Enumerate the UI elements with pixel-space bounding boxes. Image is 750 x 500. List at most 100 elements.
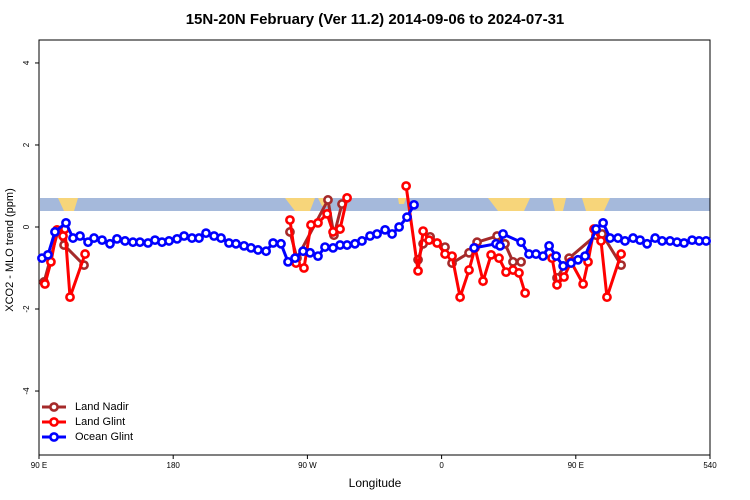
point [97,235,107,246]
point [578,279,589,289]
point [394,222,405,232]
point [89,233,99,243]
point [596,236,606,246]
y-tick-label: -2 [22,305,31,313]
legend-label: Land Glint [75,416,125,428]
point [516,256,526,267]
x-tick-label: 90 W [298,461,317,470]
point [322,208,332,219]
point [179,231,189,241]
point [538,251,548,262]
x-axis-label: Longitude [349,476,402,490]
point [40,279,50,289]
x-tick-label: 0 [439,461,444,470]
point [494,253,504,264]
point [495,240,505,251]
point [544,240,555,251]
legend-marker [49,417,59,427]
point [701,236,712,246]
point [418,226,429,236]
point [464,265,474,275]
point [520,288,531,298]
point [357,236,367,246]
point [551,251,562,262]
point [305,247,315,258]
point [50,227,60,237]
point [498,229,508,239]
point [320,242,330,252]
point [432,238,443,248]
point [657,236,668,246]
x-tick-label: 90 E [568,461,584,470]
point [620,236,630,246]
point [61,217,71,228]
plot-frame [38,39,711,456]
point [552,279,562,290]
legend-marker [49,402,59,412]
point [231,238,241,249]
point [120,236,130,246]
point [372,229,382,239]
point [342,192,352,203]
point [276,238,286,249]
y-tick-label: 2 [22,142,31,147]
point [401,181,412,191]
y-tick-label: 4 [22,60,31,65]
x-tick-label: 90 E [31,461,47,470]
point [80,249,90,259]
y-axis-label: XCO2 - MLO trend (ppm) [4,188,16,311]
point [43,249,53,260]
point [335,224,345,234]
point [455,292,465,303]
point [591,224,601,234]
point [313,251,323,262]
point [285,215,295,225]
point [642,238,652,249]
point [135,237,145,248]
y-tick-label: -4 [22,387,31,395]
point [616,249,627,259]
point [105,238,115,249]
point [514,268,524,278]
y-tick-label: 0 [22,224,31,229]
point [679,238,689,248]
point [268,238,279,248]
point [559,272,569,282]
point [283,256,293,267]
point [112,233,122,244]
point [469,243,480,253]
point [486,249,497,260]
point [508,256,518,267]
point [194,233,204,243]
point [253,245,263,255]
point [387,229,397,239]
legend-label: Ocean Glint [75,431,133,443]
point [558,261,569,271]
point [598,217,608,228]
legend-label: Land Nadir [75,401,129,413]
legend-marker [49,432,59,442]
point [323,195,333,205]
point [380,224,390,235]
point [261,246,271,257]
land-sea-strip [40,198,710,211]
point [478,276,488,287]
point [413,265,423,276]
x-tick-label: 180 [167,461,181,470]
x-tick-label: 540 [703,461,717,470]
point [402,212,412,223]
point [164,236,174,246]
point [605,233,615,243]
point [602,292,612,303]
point [516,237,526,248]
point [299,263,309,273]
point [216,233,226,243]
point [75,231,85,241]
point [201,228,211,239]
point [573,254,583,265]
point [424,235,434,246]
point [65,292,75,303]
point [313,217,323,228]
point [635,235,645,246]
